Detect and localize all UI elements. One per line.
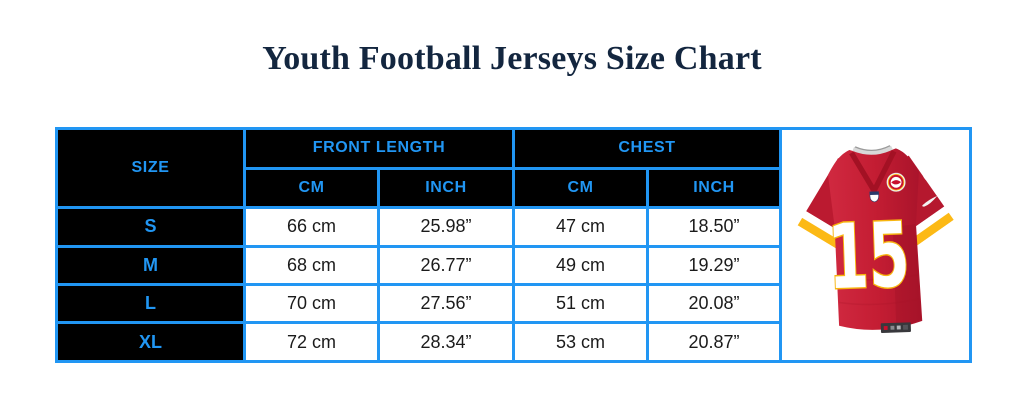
subheader-chest-inch: INCH: [645, 166, 783, 210]
chest-inch-value: 20.87”: [645, 321, 783, 363]
chest-cm-value: 53 cm: [512, 321, 649, 363]
chest-cm-value: 47 cm: [512, 206, 649, 248]
nfl-shield-icon: [869, 191, 879, 203]
size-label: S: [55, 206, 246, 248]
jersey-inner-collar: [851, 145, 893, 155]
jersey-image-cell: 15 15 15: [779, 127, 973, 363]
header-row-units: CM INCH CM INCH: [57, 166, 971, 210]
jersey-wrinkle: [837, 273, 918, 281]
jersey-vneck-trim: [848, 150, 896, 194]
jersey-image: 15 15 15: [792, 145, 959, 333]
front-length-cm-value: 68 cm: [243, 244, 380, 287]
front-length-inch-value: 28.34”: [377, 321, 515, 363]
chest-inch-value: 20.08”: [645, 282, 783, 325]
front-length-inch-value: 27.56”: [377, 282, 515, 325]
chest-number: 15: [826, 204, 911, 311]
table-row-l: L 70 cm 27.56” 51 cm 20.08”: [55, 282, 971, 325]
team-patch-icon: [886, 172, 906, 192]
front-length-cm-value: 70 cm: [243, 282, 380, 325]
subheader-front-cm: CM: [243, 166, 380, 210]
jersey-wrinkle: [838, 298, 920, 306]
table-row-s: S 66 cm 25.98” 47 cm 18.50”: [55, 206, 971, 248]
jersey-graphic: 15 15 15: [792, 145, 959, 333]
table-row-xl: XL 72 cm 28.34” 53 cm 20.87”: [55, 321, 971, 363]
jersey-torso: [827, 148, 922, 330]
column-header-size: SIZE: [55, 126, 246, 210]
size-label: XL: [55, 321, 246, 363]
jock-tag: [880, 322, 911, 333]
column-header-chest: CHEST: [511, 127, 783, 170]
size-chart-table: SIZE FRONT LENGTH CHEST: [55, 126, 973, 363]
size-label: L: [55, 282, 246, 325]
front-length-cm-value: 66 cm: [243, 206, 380, 248]
chest-inch-value: 18.50”: [645, 206, 783, 248]
front-length-inch-value: 25.98”: [377, 206, 515, 248]
page-title: Youth Football Jerseys Size Chart: [262, 40, 762, 77]
chest-inch-value: 19.29”: [645, 244, 783, 287]
front-length-inch-value: 26.77”: [377, 244, 515, 287]
front-length-cm-value: 72 cm: [243, 321, 380, 363]
table-row-m: M 68 cm 26.77” 49 cm 19.29”: [55, 244, 971, 287]
chest-cm-value: 51 cm: [512, 282, 649, 325]
header-row-groups: SIZE FRONT LENGTH CHEST: [55, 126, 973, 363]
column-header-front-length: FRONT LENGTH: [243, 127, 515, 170]
chest-cm-value: 49 cm: [512, 244, 649, 287]
jersey-collar-stripe: [854, 145, 890, 152]
jersey-shading: [892, 224, 921, 328]
subheader-chest-cm: CM: [512, 166, 649, 210]
size-label: M: [55, 244, 246, 287]
subheader-front-inch: INCH: [377, 166, 515, 210]
swoosh-icon: [921, 195, 937, 207]
